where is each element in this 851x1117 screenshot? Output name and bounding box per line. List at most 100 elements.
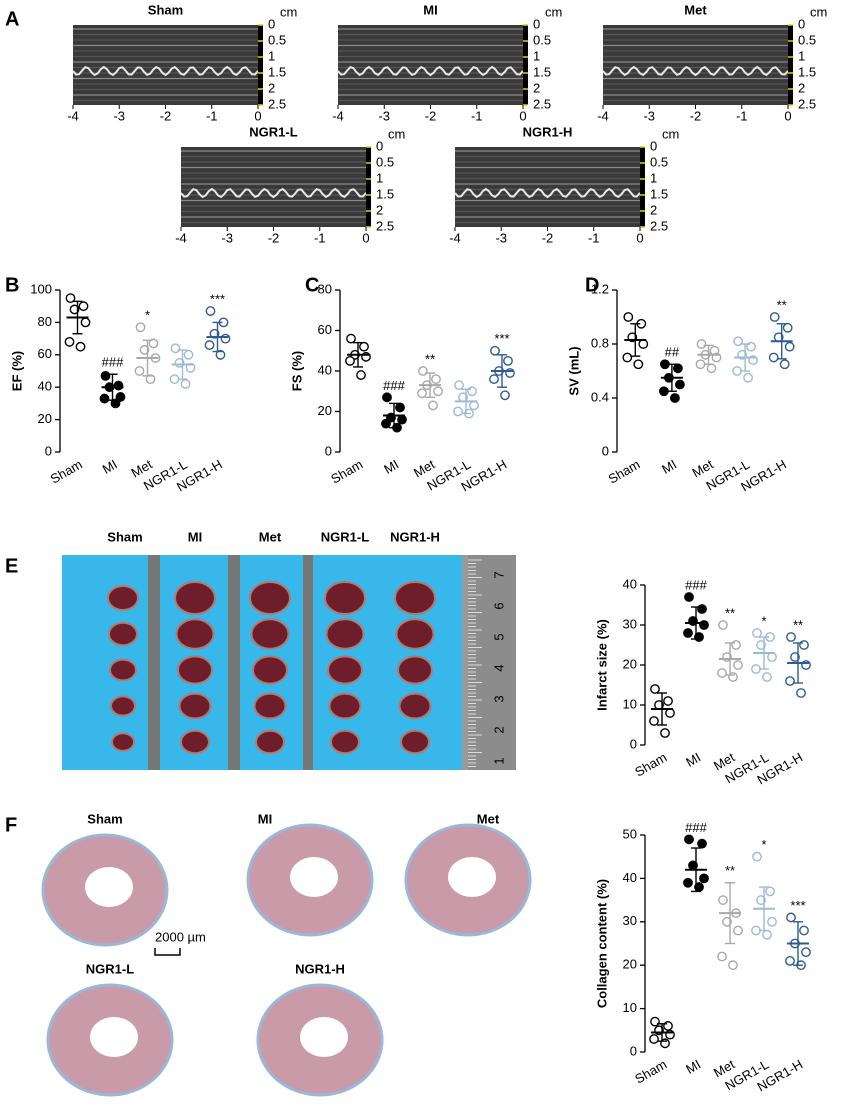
tissue-lumen bbox=[448, 857, 496, 897]
y-tick-label: 0.4 bbox=[591, 389, 609, 404]
x-tick-label: 0 bbox=[784, 108, 791, 123]
y-tick-label: 50 bbox=[623, 826, 637, 841]
significance-label: * bbox=[761, 613, 766, 628]
x-tick-label: -4 bbox=[175, 230, 187, 245]
y-tick-label: 40 bbox=[623, 870, 637, 885]
data-point bbox=[673, 363, 683, 374]
unit-label: cm bbox=[280, 4, 297, 19]
data-point bbox=[395, 402, 405, 413]
y-tick-label: 20 bbox=[38, 411, 52, 426]
y-axis-label: SV (mL) bbox=[566, 346, 581, 395]
y-tick-label: 1.5 bbox=[798, 64, 816, 79]
echo-background bbox=[338, 25, 523, 105]
data-point bbox=[732, 366, 742, 376]
y-tick-label: 0.8 bbox=[591, 335, 609, 350]
echo-image bbox=[337, 25, 524, 105]
data-point bbox=[670, 393, 680, 403]
ruler-label: 5 bbox=[491, 633, 506, 640]
data-point bbox=[785, 676, 795, 686]
data-point bbox=[790, 652, 800, 662]
y-tick-label: 1.5 bbox=[376, 186, 394, 201]
data-point bbox=[696, 339, 707, 349]
data-point bbox=[659, 386, 669, 397]
ruler-body bbox=[468, 555, 516, 770]
photo-divider bbox=[303, 555, 313, 770]
panel-letter: E bbox=[5, 555, 18, 577]
data-point bbox=[433, 386, 443, 397]
data-point bbox=[145, 374, 156, 384]
y-axis-label: Collagen content (%) bbox=[594, 879, 609, 1008]
x-tick-label: -2 bbox=[268, 230, 280, 245]
echo-trace bbox=[337, 65, 524, 77]
x-tick-label: -4 bbox=[67, 108, 79, 123]
x-tick-label: -2 bbox=[425, 108, 437, 123]
heart-slice bbox=[397, 655, 433, 685]
y-tick-label: 60 bbox=[318, 322, 332, 337]
y-tick-label: 0 bbox=[533, 16, 540, 31]
tissue-lumen bbox=[85, 867, 133, 907]
heart-slice bbox=[174, 581, 216, 615]
data-point bbox=[663, 696, 673, 706]
histology-label: Sham bbox=[87, 811, 122, 826]
y-tick-label: 0 bbox=[268, 16, 275, 31]
echo-trace bbox=[602, 65, 789, 77]
data-point bbox=[500, 390, 510, 401]
data-point bbox=[695, 359, 706, 370]
data-point bbox=[382, 392, 392, 403]
x-tick-label: 0 bbox=[362, 230, 369, 245]
significance-label: * bbox=[761, 837, 766, 852]
photo-label: NGR1-L bbox=[321, 529, 369, 544]
data-point bbox=[428, 400, 438, 411]
data-point bbox=[717, 951, 727, 962]
data-point bbox=[743, 372, 753, 383]
data-point bbox=[633, 359, 644, 370]
data-point bbox=[623, 312, 634, 322]
ruler-label: 3 bbox=[491, 695, 506, 702]
heart-slice bbox=[394, 581, 436, 615]
ruler-label: 6 bbox=[491, 602, 506, 609]
data-point bbox=[718, 895, 728, 905]
y-tick-label: 0 bbox=[650, 138, 657, 153]
heart-slice bbox=[255, 729, 285, 755]
data-point bbox=[453, 406, 463, 417]
x-tick-label: -1 bbox=[736, 108, 748, 123]
y-tick-label: 0.5 bbox=[376, 154, 394, 169]
data-point bbox=[660, 728, 670, 738]
data-point bbox=[684, 592, 694, 602]
heart-photo bbox=[62, 555, 516, 770]
x-tick-label: MI bbox=[659, 457, 679, 477]
data-point bbox=[796, 688, 806, 698]
y-tick-label: 2 bbox=[650, 202, 657, 217]
echo-background bbox=[455, 147, 640, 227]
data-point bbox=[762, 929, 772, 940]
data-point bbox=[490, 345, 500, 356]
heart-slice bbox=[400, 729, 430, 755]
heart-slice bbox=[111, 732, 135, 752]
data-point bbox=[65, 293, 76, 303]
y-axis-label: EF (%) bbox=[9, 351, 24, 391]
unit-label: cm bbox=[545, 4, 562, 19]
data-point bbox=[75, 341, 86, 352]
data-point bbox=[717, 668, 727, 678]
y-tick-label: 1 bbox=[268, 48, 275, 63]
y-tick-label: 1.5 bbox=[268, 64, 286, 79]
data-point bbox=[769, 312, 780, 322]
y-tick-label: 20 bbox=[318, 403, 332, 418]
unit-label: cm bbox=[810, 4, 827, 19]
data-point bbox=[110, 398, 121, 409]
x-tick-label: -1 bbox=[588, 230, 600, 245]
heart-slice bbox=[177, 655, 213, 685]
data-point bbox=[765, 886, 775, 897]
echo-background bbox=[603, 25, 788, 105]
data-point bbox=[650, 684, 660, 694]
data-point bbox=[697, 838, 707, 849]
echo-image bbox=[602, 25, 789, 105]
data-point bbox=[733, 925, 743, 936]
ruler-label: 7 bbox=[491, 571, 506, 578]
echo-axis-bar bbox=[788, 25, 793, 105]
data-point bbox=[220, 333, 231, 344]
x-tick-label: Sham bbox=[632, 750, 669, 780]
y-tick-label: 1 bbox=[798, 48, 805, 63]
y-tick-label: 2 bbox=[376, 202, 383, 217]
photo-label: NGR1-H bbox=[390, 529, 440, 544]
